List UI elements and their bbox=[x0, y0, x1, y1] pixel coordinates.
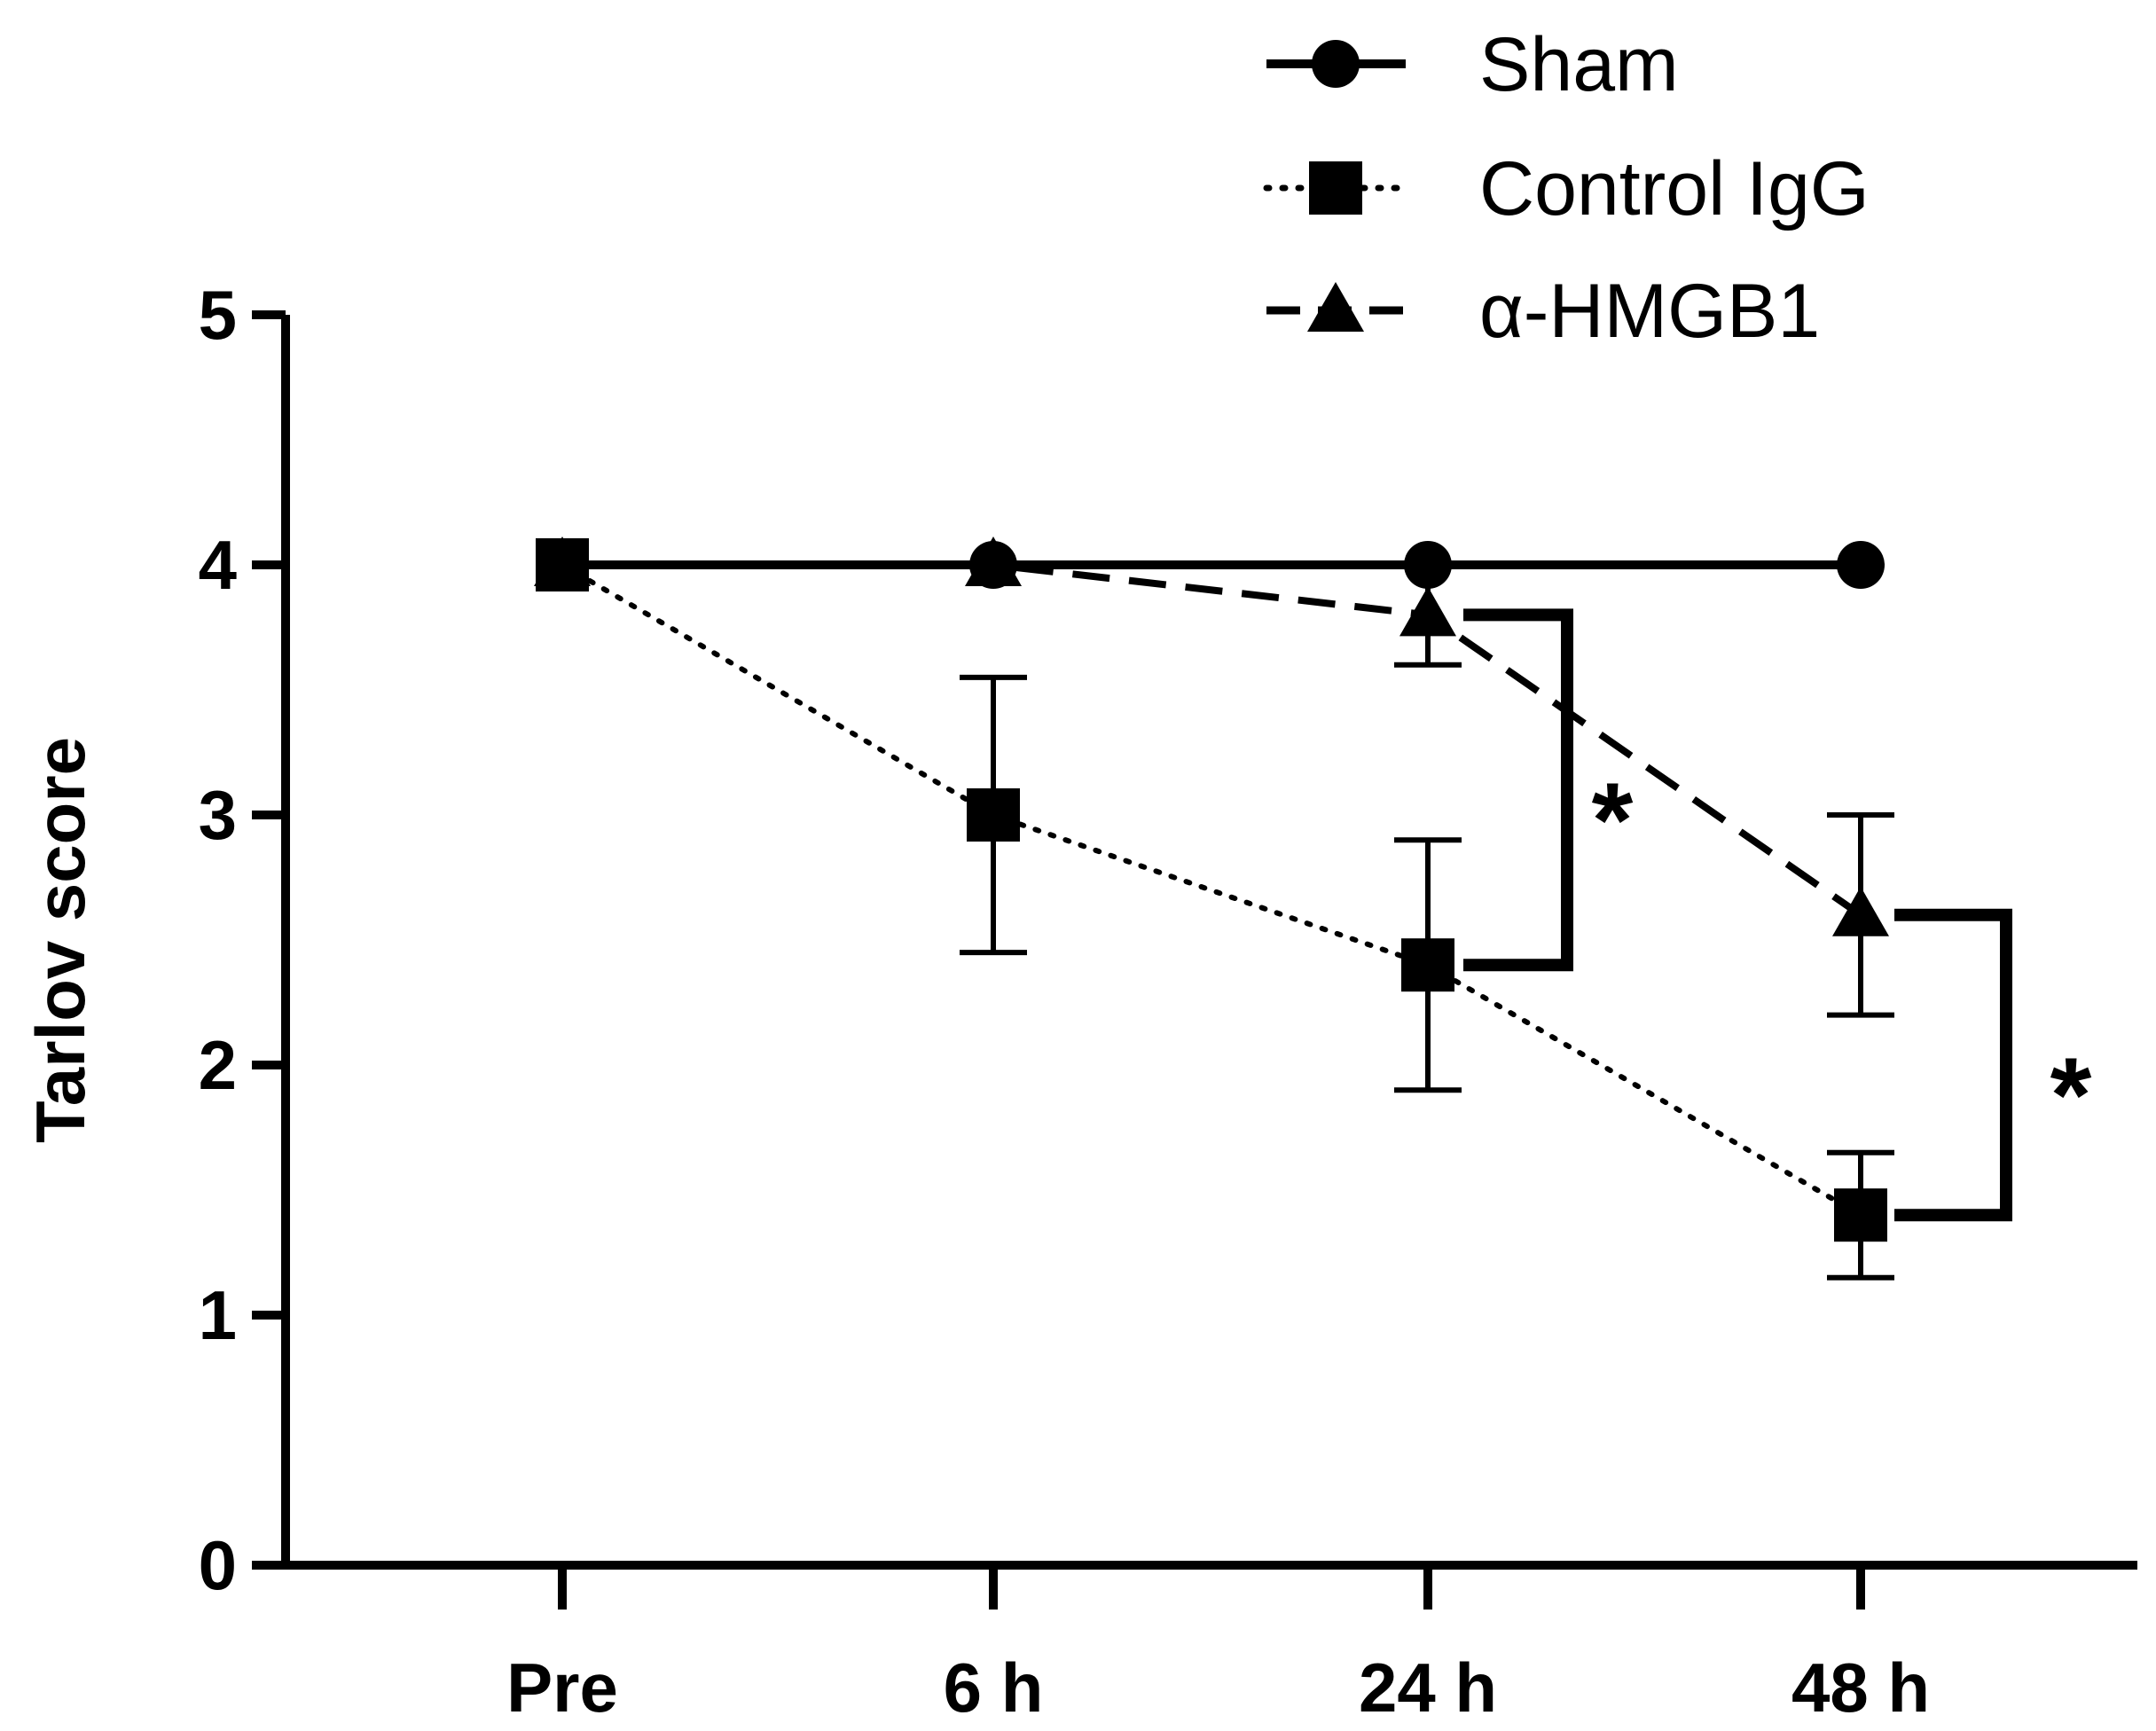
legend-marker bbox=[1312, 40, 1360, 88]
legend-marker bbox=[1307, 282, 1364, 332]
data-point bbox=[538, 541, 586, 589]
y-tick-label: 5 bbox=[199, 276, 237, 354]
series--hmgb1 bbox=[534, 537, 1894, 1018]
axes: 0 1 2 3 4 5 Pre 6 h 24 h 48 h bbox=[199, 276, 2137, 1727]
x-tick-label: 48 h bbox=[1791, 1649, 1930, 1727]
significance-star: * bbox=[1592, 761, 1634, 880]
series-line bbox=[562, 561, 1863, 919]
x-tick-label: Pre bbox=[506, 1649, 618, 1727]
y-tick-label: 1 bbox=[199, 1276, 237, 1354]
data-point bbox=[1401, 938, 1454, 992]
legend-item: Sham bbox=[1266, 22, 1679, 107]
x-tick-label: 6 h bbox=[944, 1649, 1044, 1727]
x-tick-label: 24 h bbox=[1359, 1649, 1497, 1727]
y-tick-label: 3 bbox=[199, 776, 237, 854]
data-point bbox=[1832, 886, 1889, 936]
annotation-layer: ** bbox=[1463, 608, 2092, 1222]
data-point bbox=[1404, 541, 1452, 589]
y-tick-label: 4 bbox=[199, 526, 237, 604]
significance-star: * bbox=[2050, 1036, 2092, 1155]
legend-label: α-HMGB1 bbox=[1479, 269, 1820, 354]
significance-bracket bbox=[1894, 908, 2012, 1222]
y-axis-label: Tarlov score bbox=[21, 737, 99, 1143]
significance-bracket bbox=[1463, 608, 1573, 972]
series-layer bbox=[534, 537, 1894, 1281]
series-line bbox=[560, 562, 1863, 1218]
data-point bbox=[969, 541, 1017, 589]
y-tick-label: 2 bbox=[199, 1026, 237, 1104]
legend-marker bbox=[1309, 161, 1362, 215]
legend-item: Control IgG bbox=[1263, 146, 1870, 231]
data-point bbox=[967, 788, 1020, 842]
legend-item: α-HMGB1 bbox=[1266, 269, 1820, 354]
data-point bbox=[1834, 1188, 1887, 1242]
legend-label: Sham bbox=[1479, 22, 1679, 107]
series-sham bbox=[538, 541, 1885, 589]
legend-label: Control IgG bbox=[1479, 146, 1870, 231]
data-point bbox=[1837, 541, 1885, 589]
data-point bbox=[1399, 586, 1456, 637]
legend: Sham Control IgG α-HMGB1 bbox=[1263, 22, 1870, 354]
y-tick-label: 0 bbox=[199, 1526, 237, 1604]
series-control-igg bbox=[536, 538, 1894, 1281]
